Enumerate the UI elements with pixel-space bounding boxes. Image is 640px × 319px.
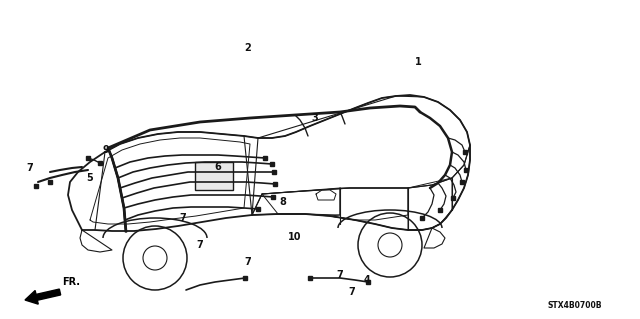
Text: 7: 7 bbox=[244, 257, 252, 267]
Text: STX4B0700B: STX4B0700B bbox=[548, 301, 602, 310]
Text: 3: 3 bbox=[312, 113, 318, 123]
Text: 6: 6 bbox=[214, 162, 221, 172]
Text: 8: 8 bbox=[280, 197, 287, 207]
Text: 5: 5 bbox=[86, 173, 93, 183]
Text: 9: 9 bbox=[102, 145, 109, 155]
Bar bbox=[195, 162, 233, 190]
Text: 2: 2 bbox=[244, 43, 252, 53]
Text: 7: 7 bbox=[27, 163, 33, 173]
Text: FR.: FR. bbox=[62, 277, 80, 287]
Text: 7: 7 bbox=[196, 240, 204, 250]
Text: 7: 7 bbox=[337, 270, 344, 280]
Text: 7: 7 bbox=[349, 287, 355, 297]
Text: 4: 4 bbox=[364, 275, 371, 285]
Text: 10: 10 bbox=[288, 232, 301, 242]
FancyArrow shape bbox=[25, 289, 61, 304]
Text: 7: 7 bbox=[180, 213, 186, 223]
Text: 1: 1 bbox=[415, 57, 421, 67]
